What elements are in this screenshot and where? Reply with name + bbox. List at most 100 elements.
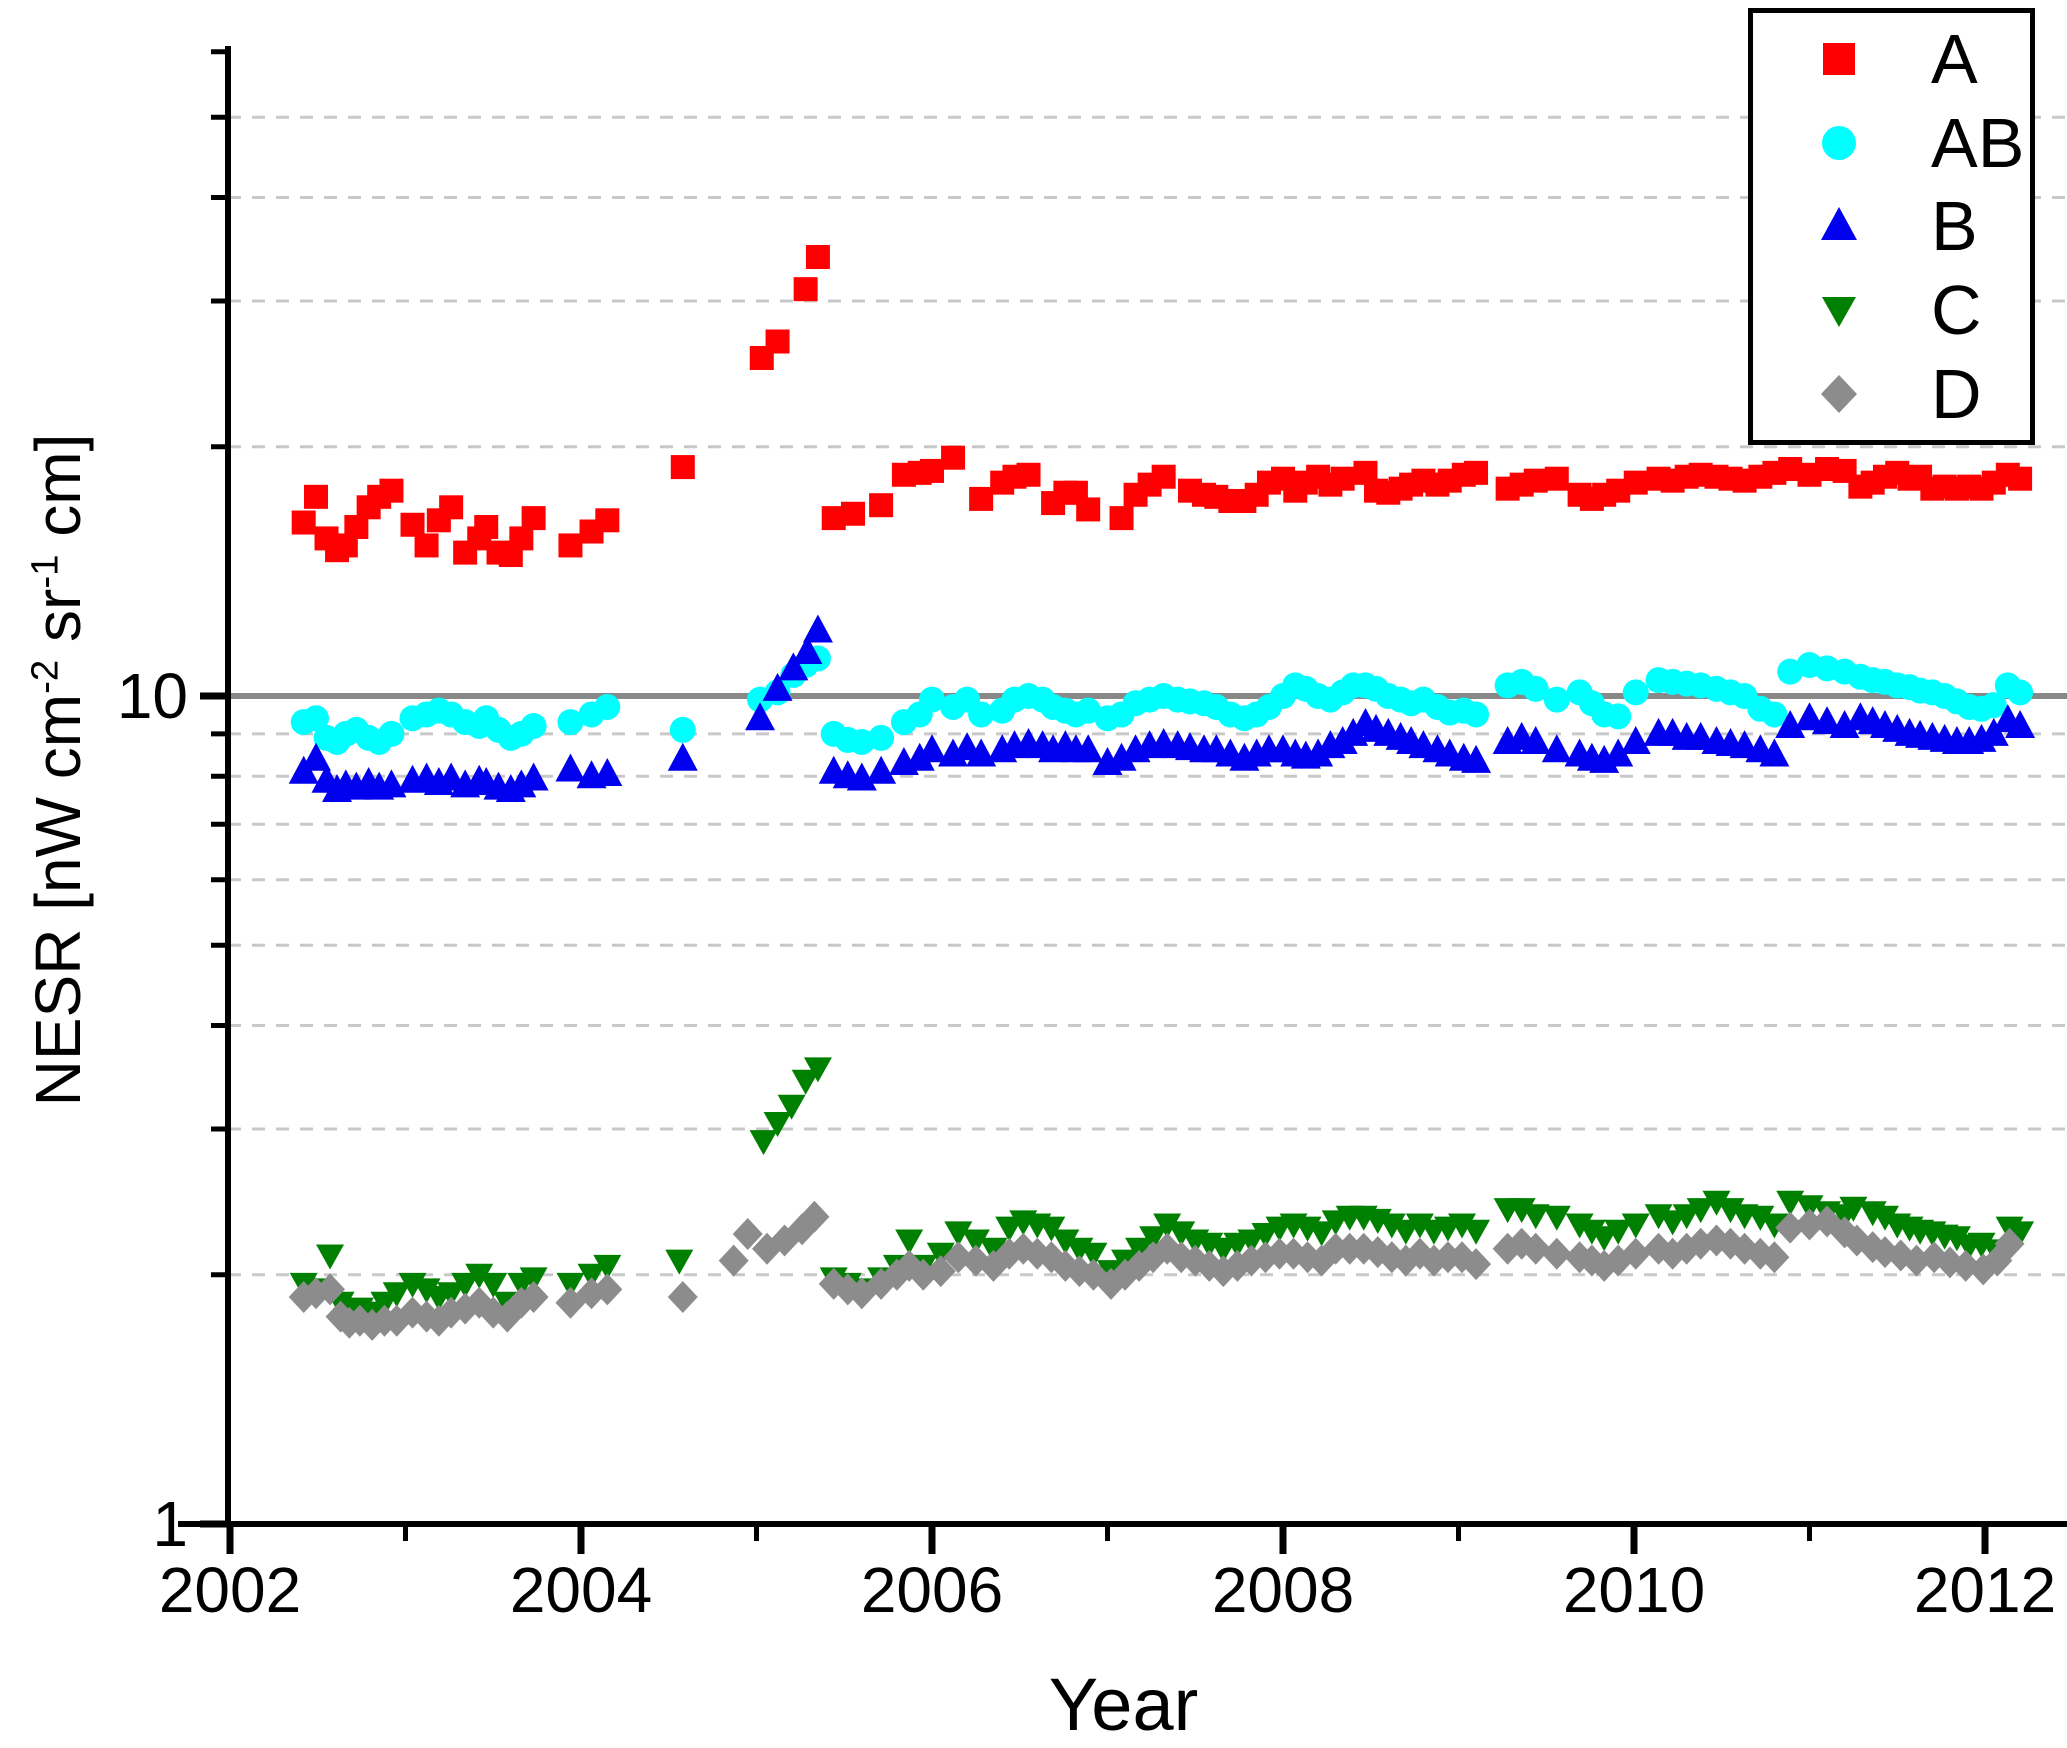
data-point xyxy=(2008,466,2033,491)
data-point xyxy=(1590,1226,1619,1252)
circle-marker-icon xyxy=(1789,119,1889,167)
data-point xyxy=(1541,734,1572,763)
data-point xyxy=(521,506,546,531)
data-point xyxy=(1106,742,1137,771)
data-point xyxy=(1521,1204,1550,1230)
data-point xyxy=(1980,692,2007,719)
data-point xyxy=(555,753,586,782)
data-point xyxy=(793,277,818,302)
data-point xyxy=(995,1216,1024,1242)
data-point xyxy=(1761,701,1788,728)
data-point xyxy=(1794,702,1825,731)
data-point xyxy=(595,508,620,533)
data-point xyxy=(1237,1229,1266,1255)
data-point xyxy=(868,724,895,751)
data-point xyxy=(763,1111,792,1137)
legend-item-AB: AB xyxy=(1753,102,2030,184)
data-point xyxy=(1775,709,1806,738)
x-tick-label: 2004 xyxy=(510,1554,652,1626)
data-point xyxy=(474,514,499,539)
data-point xyxy=(1623,470,1648,495)
data-point xyxy=(1544,466,1569,491)
data-point xyxy=(670,455,695,480)
data-point xyxy=(1605,703,1632,730)
legend-item-A: A xyxy=(1753,18,2030,100)
data-point xyxy=(291,510,316,535)
y-tick-label: 10 xyxy=(117,660,188,732)
data-point xyxy=(1621,1213,1650,1239)
data-point xyxy=(803,1057,832,1083)
legend-item-B: B xyxy=(1753,185,2030,267)
data-point xyxy=(667,742,698,771)
series-C xyxy=(289,1057,2035,1327)
legend-item-D: D xyxy=(1753,353,2030,435)
data-point xyxy=(378,720,405,747)
triangle-down-marker-icon xyxy=(1789,286,1889,334)
data-point xyxy=(1520,1232,1551,1265)
data-point xyxy=(1076,497,1101,522)
data-point xyxy=(465,1263,494,1289)
data-point xyxy=(1702,1190,1731,1216)
data-point xyxy=(2005,709,2036,738)
data-point xyxy=(1405,1213,1434,1239)
legend-label: AB xyxy=(1931,103,2025,182)
data-point xyxy=(925,1255,956,1288)
data-point xyxy=(718,1244,749,1277)
data-point xyxy=(1523,468,1548,493)
y-axis-title-superscript: -2 xyxy=(23,659,67,694)
data-point xyxy=(1167,1221,1196,1247)
data-point xyxy=(968,701,995,728)
data-point xyxy=(1016,462,1041,487)
data-point xyxy=(316,1244,345,1270)
data-point xyxy=(439,495,464,520)
data-point xyxy=(414,533,439,558)
data-point xyxy=(1812,706,1843,735)
data-point xyxy=(799,1200,830,1233)
data-point xyxy=(592,1273,623,1306)
y-axis-title: NESR [nW cm-2 sr-1 cm] xyxy=(21,434,95,1107)
data-point xyxy=(592,758,623,787)
data-point xyxy=(869,493,894,518)
data-point xyxy=(1377,1213,1406,1239)
data-point xyxy=(1139,1226,1168,1252)
data-point xyxy=(917,734,947,763)
diamond-marker-icon xyxy=(1789,370,1889,418)
data-point xyxy=(665,1249,694,1275)
data-point xyxy=(519,1267,548,1293)
series-AB xyxy=(290,645,2034,755)
square-marker-icon xyxy=(1789,35,1889,83)
data-point xyxy=(1942,1226,1971,1252)
data-point xyxy=(1565,1213,1594,1239)
data-point xyxy=(412,1278,441,1304)
data-point xyxy=(866,755,897,784)
data-point xyxy=(1303,738,1334,767)
data-point xyxy=(1462,1219,1491,1245)
data-point xyxy=(1775,1211,1806,1244)
data-point xyxy=(895,1229,924,1255)
data-point xyxy=(1461,1248,1492,1281)
data-point xyxy=(1759,1241,1790,1274)
data-point xyxy=(1464,460,1489,485)
x-tick-label: 2008 xyxy=(1212,1554,1354,1626)
y-axis-title-text: sr xyxy=(22,588,94,660)
data-point xyxy=(520,712,547,739)
data-point xyxy=(1746,1205,1775,1231)
data-point xyxy=(1051,1229,1080,1255)
data-point xyxy=(1391,1219,1420,1245)
data-point xyxy=(1463,701,1490,728)
data-point xyxy=(745,702,776,731)
data-point xyxy=(1870,1205,1899,1231)
data-point xyxy=(732,1217,763,1250)
data-point xyxy=(2006,1221,2035,1247)
x-axis-title: Year xyxy=(1048,1663,1199,1746)
data-point xyxy=(969,486,994,511)
data-point xyxy=(841,501,866,526)
series-B xyxy=(288,614,2036,802)
data-point xyxy=(518,762,549,791)
data-point xyxy=(556,1272,585,1298)
data-point xyxy=(577,1263,606,1289)
data-point xyxy=(2007,679,2034,706)
data-point xyxy=(303,484,328,509)
legend: A AB B C D xyxy=(1748,8,2035,445)
